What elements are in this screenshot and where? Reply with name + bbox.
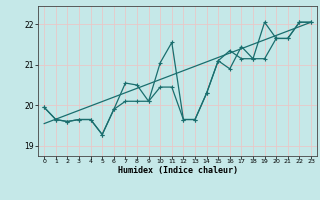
X-axis label: Humidex (Indice chaleur): Humidex (Indice chaleur) bbox=[118, 166, 238, 175]
